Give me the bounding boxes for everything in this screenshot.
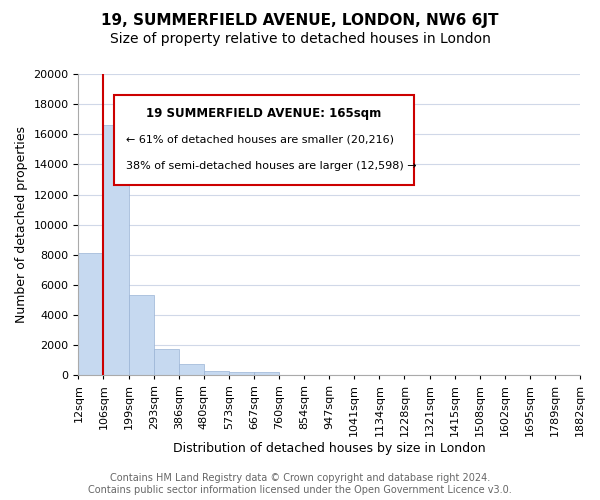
Bar	[254, 372, 279, 376]
Text: 19, SUMMERFIELD AVENUE, LONDON, NW6 6JT: 19, SUMMERFIELD AVENUE, LONDON, NW6 6JT	[101, 12, 499, 28]
Text: 38% of semi-detached houses are larger (12,598) →: 38% of semi-detached houses are larger (…	[126, 162, 416, 172]
Bar	[103, 125, 128, 376]
Bar	[128, 296, 154, 376]
Bar	[229, 372, 254, 376]
X-axis label: Distribution of detached houses by size in London: Distribution of detached houses by size …	[173, 442, 485, 455]
Text: Contains HM Land Registry data © Crown copyright and database right 2024.
Contai: Contains HM Land Registry data © Crown c…	[88, 474, 512, 495]
Bar	[79, 254, 103, 376]
Y-axis label: Number of detached properties: Number of detached properties	[15, 126, 28, 323]
Bar	[179, 364, 204, 376]
Bar	[154, 349, 179, 376]
Text: ← 61% of detached houses are smaller (20,216): ← 61% of detached houses are smaller (20…	[126, 134, 394, 144]
Bar	[204, 371, 229, 376]
Text: 19 SUMMERFIELD AVENUE: 165sqm: 19 SUMMERFIELD AVENUE: 165sqm	[146, 107, 382, 120]
FancyBboxPatch shape	[113, 95, 415, 186]
Text: Size of property relative to detached houses in London: Size of property relative to detached ho…	[110, 32, 490, 46]
